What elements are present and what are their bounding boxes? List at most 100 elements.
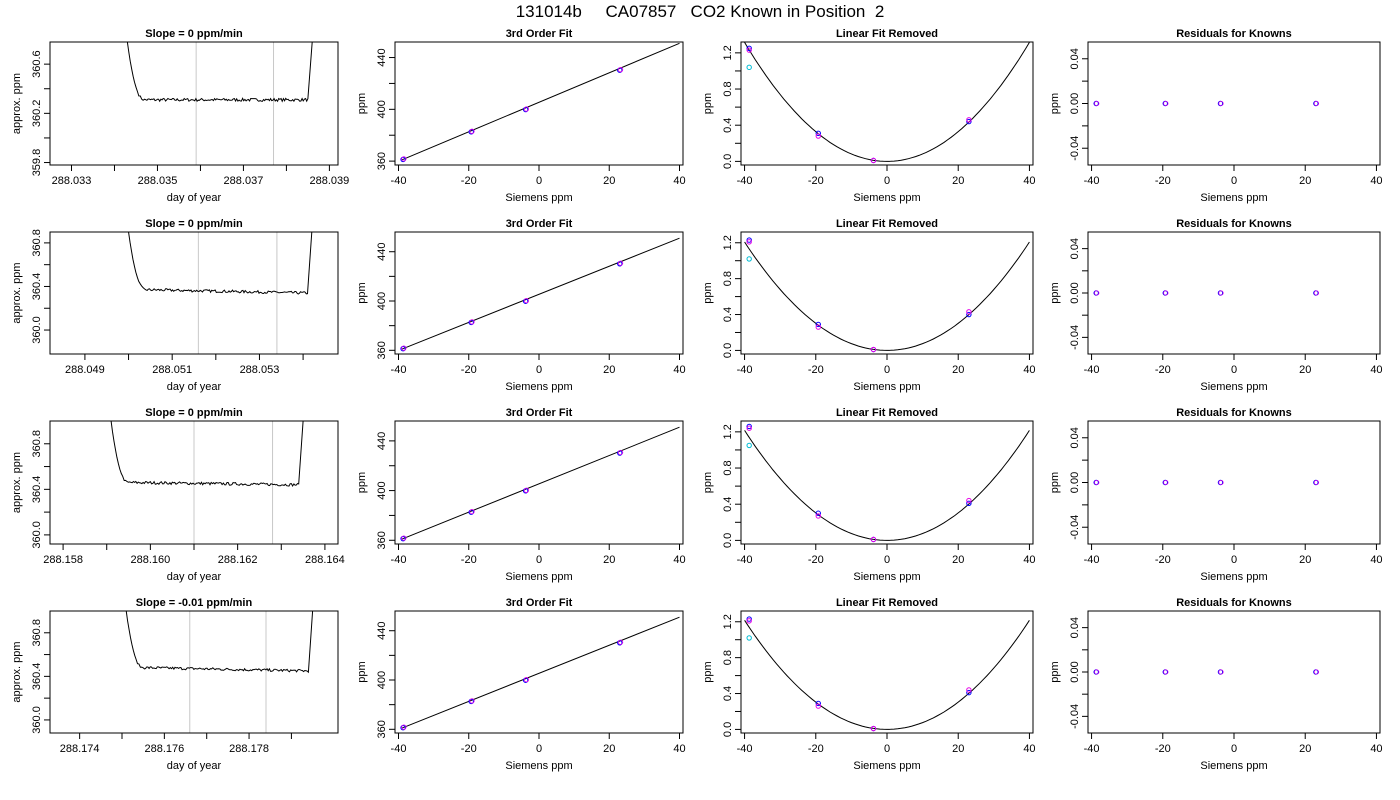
data-point xyxy=(966,497,972,504)
panel-2-1: Slope = 0 ppm/min 288.049 288.051 288.053 da… xyxy=(11,218,339,393)
data-point xyxy=(1313,290,1320,296)
x-tick-label: 20 xyxy=(952,364,964,376)
data-point xyxy=(401,156,407,162)
y-axis-label: ppm xyxy=(702,472,714,493)
y-axis-label: ppm xyxy=(1049,282,1061,303)
data-point xyxy=(815,703,821,709)
panel-title: 3rd Order Fit xyxy=(506,28,573,40)
plot-area xyxy=(128,232,313,354)
plot-area xyxy=(400,237,680,352)
data-point xyxy=(746,423,752,430)
data-point xyxy=(617,67,624,73)
x-tick-label: 0 xyxy=(884,554,890,566)
y-tick-label: 0.00 xyxy=(1069,661,1081,682)
panel-4-1: Slope = -0.01 ppm/min 288.174 288.176 288.1… xyxy=(11,597,339,772)
x-tick-label: 0 xyxy=(884,364,890,376)
data-point xyxy=(401,345,407,351)
y-tick-label: 359.8 xyxy=(31,149,43,177)
data-point xyxy=(401,535,407,541)
y-tick-label: 0.8 xyxy=(722,81,734,96)
y-tick-label: 0.4 xyxy=(722,118,734,133)
data-point xyxy=(1313,100,1320,107)
x-axis-label: Siemens ppm xyxy=(505,192,572,204)
x-tick-label: 288.039 xyxy=(310,175,350,187)
panel-4-2: 3rd Order Fit -40 -20 0 20 40 Siemens ppm 360 40… xyxy=(356,597,686,772)
y-axis-label: ppm xyxy=(1049,661,1061,682)
x-axis-label: Siemens ppm xyxy=(1200,571,1267,583)
x-tick-label: -40 xyxy=(391,364,407,376)
x-tick-label: -20 xyxy=(1155,554,1171,566)
plot-area xyxy=(744,42,1030,164)
y-tick-label: -0.04 xyxy=(1069,136,1081,161)
x-axis-label: Siemens ppm xyxy=(853,381,920,393)
x-tick-label: 40 xyxy=(1370,554,1382,566)
y-axis-label: ppm xyxy=(702,661,714,682)
x-tick-label: -40 xyxy=(737,743,753,755)
panel-1-2: 3rd Order Fit -40 -20 0 20 40 Siemens ppm 360 40… xyxy=(356,28,686,204)
x-axis-label: day of year xyxy=(167,760,222,772)
y-axis-label: ppm xyxy=(1049,93,1061,114)
data-point xyxy=(1094,100,1100,107)
x-tick-label: -40 xyxy=(737,175,753,187)
data-point xyxy=(1313,669,1320,675)
y-tick-label: 0.4 xyxy=(722,307,734,322)
y-tick-label: 360.4 xyxy=(31,476,43,504)
x-tick-label: 40 xyxy=(1370,175,1382,187)
y-tick-label: 1.2 xyxy=(722,614,734,629)
y-tick-label: -0.04 xyxy=(1069,515,1081,540)
plot-frame xyxy=(49,610,339,734)
data-point xyxy=(1218,669,1224,675)
data-point xyxy=(966,689,972,696)
data-point xyxy=(1218,290,1224,296)
x-tick-label: 288.033 xyxy=(52,175,92,187)
plot-frame xyxy=(740,420,1034,545)
plot-area xyxy=(1093,290,1320,296)
panel-2-2: 3rd Order Fit -40 -20 0 20 40 Siemens ppm 360 40… xyxy=(356,218,686,393)
y-tick-label: 360 xyxy=(376,720,388,738)
data-point xyxy=(617,450,623,456)
x-tick-label: 40 xyxy=(673,175,685,187)
x-tick-label: 288.160 xyxy=(130,554,170,566)
data-point xyxy=(400,156,406,163)
data-point xyxy=(815,133,821,139)
x-tick-label: 20 xyxy=(1299,364,1311,376)
y-tick-label: 0.8 xyxy=(722,650,734,665)
data-point xyxy=(870,725,877,732)
y-tick-label: 360.6 xyxy=(31,50,43,78)
x-axis-label: day of year xyxy=(167,571,222,583)
x-tick-label: 20 xyxy=(952,175,964,187)
data-point xyxy=(617,261,623,267)
y-tick-label: 360.8 xyxy=(31,619,43,647)
data-point xyxy=(746,442,752,449)
fit-line xyxy=(401,616,680,729)
data-point xyxy=(401,724,407,730)
y-axis-label: ppm xyxy=(356,282,368,303)
data-point xyxy=(523,677,530,683)
x-tick-label: 20 xyxy=(952,554,964,566)
y-tick-label: 440 xyxy=(376,48,388,66)
x-tick-label: 40 xyxy=(1023,364,1035,376)
x-tick-label: -40 xyxy=(1084,364,1100,376)
x-tick-label: 40 xyxy=(673,364,685,376)
page-title: 131014b CA07857 CO2 Known in Position 2 xyxy=(515,2,885,21)
y-tick-label: 0.04 xyxy=(1069,427,1081,448)
data-point xyxy=(1218,479,1224,486)
x-tick-label: 40 xyxy=(1023,554,1035,566)
y-tick-label: 0.04 xyxy=(1069,617,1081,638)
panel-title: Slope = -0.01 ppm/min xyxy=(136,597,253,609)
x-tick-label: 288.158 xyxy=(43,554,83,566)
x-tick-label: 288.037 xyxy=(224,175,264,187)
panel-3-4: Residuals for Knowns -40 -20 0 20 40 Siemens p… xyxy=(1049,407,1383,583)
data-point xyxy=(1313,479,1320,486)
panel-title: Linear Fit Removed xyxy=(836,28,938,40)
x-tick-label: 20 xyxy=(1299,554,1311,566)
y-tick-label: 360.8 xyxy=(31,229,43,257)
data-point xyxy=(522,488,529,494)
data-point xyxy=(966,500,972,507)
y-tick-label: 360.0 xyxy=(31,316,43,344)
plot-area xyxy=(126,42,313,165)
y-tick-label: -0.04 xyxy=(1069,704,1081,729)
y-axis-label: ppm xyxy=(702,93,714,114)
x-tick-label: 0 xyxy=(1231,364,1237,376)
data-point xyxy=(617,260,624,266)
